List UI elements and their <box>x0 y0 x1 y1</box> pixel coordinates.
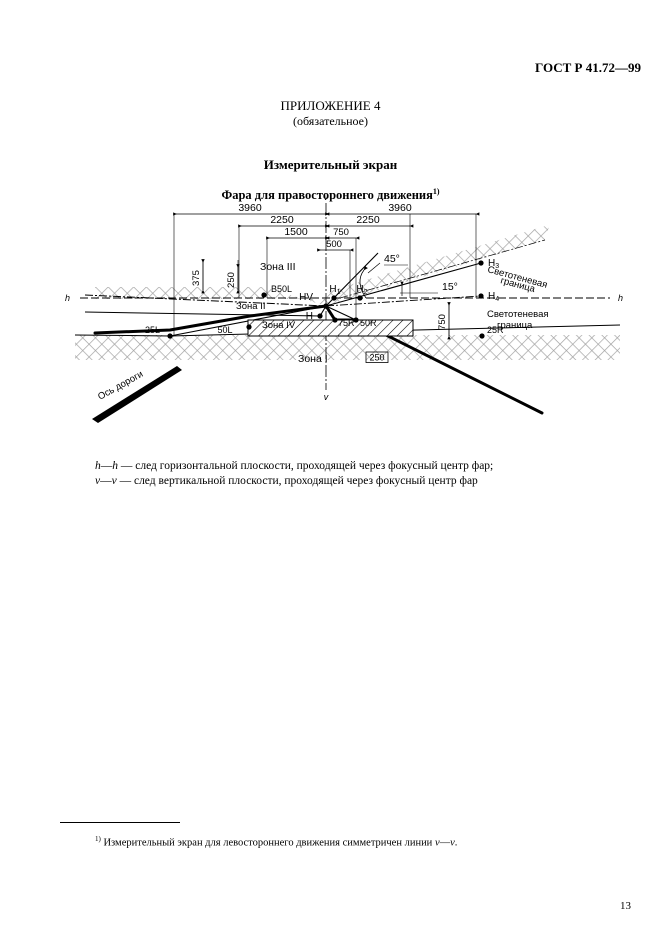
svg-text:Зона I: Зона I <box>298 353 328 365</box>
svg-text:75R: 75R <box>338 318 355 328</box>
svg-text:v: v <box>324 192 329 202</box>
svg-text:250: 250 <box>369 353 384 363</box>
svg-text:h: h <box>65 293 70 303</box>
svg-text:45°: 45° <box>384 253 400 265</box>
svg-text:2250: 2250 <box>356 214 380 226</box>
svg-text:25L: 25L <box>145 325 160 335</box>
svg-text:375: 375 <box>191 270 202 286</box>
svg-text:250: 250 <box>226 272 237 288</box>
svg-text:Зона III: Зона III <box>260 261 296 273</box>
svg-text:750: 750 <box>333 227 349 238</box>
svg-text:2250: 2250 <box>270 214 294 226</box>
svg-text:3960: 3960 <box>238 202 262 214</box>
svg-text:750: 750 <box>437 314 448 330</box>
svg-text:50R: 50R <box>360 318 377 328</box>
svg-text:1500: 1500 <box>284 226 308 238</box>
svg-text:HV: HV <box>299 292 313 303</box>
svg-text:Светотеневая: Светотеневая <box>487 309 549 320</box>
svg-text:H4: H4 <box>488 291 499 303</box>
svg-text:Зона IV: Зона IV <box>262 320 296 331</box>
svg-text:B50L: B50L <box>271 284 292 294</box>
svg-text:v: v <box>324 392 329 402</box>
svg-text:H1: H1 <box>329 284 340 296</box>
svg-text:15°: 15° <box>442 281 458 293</box>
svg-text:H: H <box>306 311 313 322</box>
svg-text:h: h <box>618 293 623 303</box>
svg-text:Зона II: Зона II <box>236 301 265 312</box>
svg-text:3960: 3960 <box>388 202 412 214</box>
svg-text:50L: 50L <box>217 325 232 335</box>
svg-text:500: 500 <box>326 239 342 250</box>
svg-text:граница: граница <box>497 320 533 331</box>
